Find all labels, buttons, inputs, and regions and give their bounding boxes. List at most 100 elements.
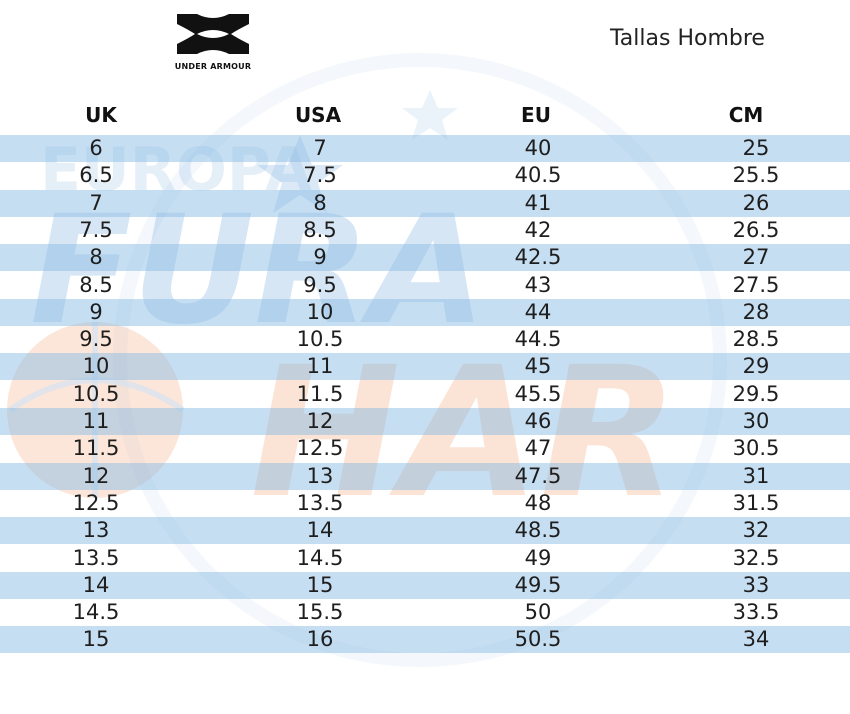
size-cell-cm: 29.5: [732, 381, 780, 406]
size-cell-eu: 44.5: [514, 327, 562, 352]
size-cell-usa: 13.5: [296, 490, 344, 515]
size-cell-cm: 30: [742, 409, 770, 433]
table-row: 9.5 10.5 44.5 28.5: [0, 326, 850, 353]
size-cell-eu: 50: [524, 600, 552, 625]
size-cell-uk: 10: [82, 354, 110, 379]
size-cell-uk: 13.5: [72, 545, 120, 570]
size-cell-eu: 45.5: [514, 381, 562, 406]
size-cell-cm: 33.5: [732, 600, 780, 625]
size-cell-uk: 6: [89, 136, 103, 160]
size-cell-cm: 27.5: [732, 272, 780, 297]
table-row: 6 7 40 25: [0, 135, 850, 162]
brand-name: UNDER ARMOUR: [174, 62, 252, 71]
size-cell-uk: 12.5: [72, 490, 120, 515]
size-cell-uk: 13: [82, 518, 110, 543]
size-cell-cm: 31.5: [732, 490, 780, 515]
table-row: 6.5 7.5 40.5 25.5: [0, 162, 850, 189]
size-cell-eu: 50.5: [514, 627, 562, 652]
size-cell-usa: 13: [306, 463, 334, 488]
size-cell-uk: 7.5: [79, 217, 113, 242]
size-cell-uk: 9: [89, 299, 103, 324]
size-cell-eu: 44: [524, 299, 552, 324]
column-header-usa: USA: [294, 103, 342, 127]
size-cell-uk: 11: [82, 409, 110, 433]
size-cell-usa: 8.5: [303, 217, 337, 242]
size-cell-cm: 26: [742, 190, 770, 215]
size-cell-usa: 12.5: [296, 436, 344, 461]
table-row: 8 9 42.5 27: [0, 244, 850, 272]
table-header: UK USA EU CM: [0, 103, 850, 133]
table-row: 10.5 11.5 45.5 29.5: [0, 381, 850, 408]
size-cell-uk: 8: [89, 245, 103, 270]
size-cell-eu: 48: [524, 490, 552, 515]
size-cell-cm: 29: [742, 354, 770, 379]
size-cell-eu: 47.5: [514, 463, 562, 488]
size-cell-uk: 12: [82, 463, 110, 488]
size-cell-cm: 33: [742, 572, 770, 597]
size-cell-cm: 30.5: [732, 436, 780, 461]
under-armour-icon: [177, 14, 249, 54]
size-cell-uk: 15: [82, 627, 110, 652]
table-row: 13 14 48.5 32: [0, 517, 850, 545]
size-cell-usa: 11: [306, 354, 334, 379]
page-title: Tallas Hombre: [610, 26, 765, 51]
size-cell-cm: 28: [742, 299, 770, 324]
size-cell-usa: 16: [306, 627, 334, 652]
size-cell-usa: 11.5: [296, 381, 344, 406]
size-cell-usa: 14: [306, 518, 334, 543]
table-row: 14 15 49.5 33: [0, 571, 850, 599]
size-cell-usa: 12: [306, 409, 334, 433]
size-cell-usa: 9.5: [303, 272, 337, 297]
size-cell-eu: 40.5: [514, 163, 562, 188]
size-cell-eu: 49.5: [514, 572, 562, 597]
size-cell-uk: 14.5: [72, 600, 120, 625]
size-cell-cm: 32.5: [732, 545, 780, 570]
size-cell-usa: 14.5: [296, 545, 344, 570]
size-cell-eu: 42: [524, 217, 552, 242]
table-row: 12 13 47.5 31: [0, 462, 850, 490]
size-cell-eu: 48.5: [514, 518, 562, 543]
size-cell-cm: 28.5: [732, 327, 780, 352]
size-cell-eu: 42.5: [514, 245, 562, 270]
under-armour-logo: UNDER ARMOUR: [162, 12, 264, 74]
size-cell-uk: 9.5: [79, 327, 113, 352]
size-cell-cm: 25.5: [732, 163, 780, 188]
column-header-cm: CM: [728, 103, 764, 127]
size-cell-eu: 46: [524, 409, 552, 433]
table-row: 10 11 45 29: [0, 353, 850, 381]
size-cell-cm: 31: [742, 463, 770, 488]
size-cell-cm: 26.5: [732, 217, 780, 242]
size-cell-usa: 10.5: [296, 327, 344, 352]
table-row: 11.5 12.5 47 30.5: [0, 435, 850, 462]
table-row: 8.5 9.5 43 27.5: [0, 272, 850, 299]
size-cell-uk: 14: [82, 572, 110, 597]
size-cell-usa: 10: [306, 299, 334, 324]
size-cell-eu: 47: [524, 436, 552, 461]
table-row: 11 12 46 30: [0, 408, 850, 435]
size-cell-eu: 49: [524, 545, 552, 570]
size-cell-uk: 11.5: [72, 436, 120, 461]
table-row: 7.5 8.5 42 26.5: [0, 217, 850, 244]
size-cell-uk: 8.5: [79, 272, 113, 297]
size-cell-uk: 6.5: [79, 163, 113, 188]
column-header-uk: UK: [85, 103, 117, 127]
table-row: 15 16 50.5 34: [0, 626, 850, 654]
size-cell-eu: 40: [524, 136, 552, 160]
size-cell-cm: 25: [742, 136, 770, 160]
table-row: 12.5 13.5 48 31.5: [0, 490, 850, 517]
table-row: 14.5 15.5 50 33.5: [0, 599, 850, 626]
size-cell-cm: 27: [742, 245, 770, 270]
size-cell-eu: 45: [524, 354, 552, 379]
size-cell-usa: 15: [306, 572, 334, 597]
size-cell-uk: 10.5: [72, 381, 120, 406]
size-cell-usa: 15.5: [296, 600, 344, 625]
size-cell-cm: 34: [742, 627, 770, 652]
size-cell-eu: 43: [524, 272, 552, 297]
size-cell-usa: 9: [313, 245, 327, 270]
size-cell-cm: 32: [742, 518, 770, 543]
size-cell-uk: 7: [89, 190, 103, 215]
size-cell-usa: 8: [313, 190, 327, 215]
column-header-eu: EU: [521, 103, 551, 127]
size-cell-usa: 7.5: [303, 163, 337, 188]
size-cell-eu: 41: [524, 190, 552, 215]
